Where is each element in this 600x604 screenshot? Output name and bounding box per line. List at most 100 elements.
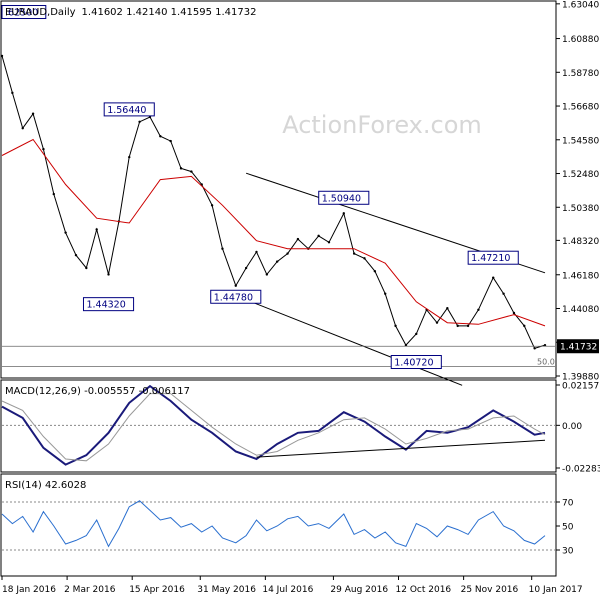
macd-tick-label: 0.021577 — [562, 382, 600, 392]
price-point — [11, 91, 14, 95]
moving-average-line — [1, 138, 546, 327]
x-tick-label: 10 Jan 2017 — [529, 585, 583, 595]
ohlc-text: 1.41602 1.42140 1.41595 1.41732 — [82, 7, 257, 18]
macd-title: MACD(12,26,9) -0.005557 -0.006117 — [5, 386, 190, 397]
price-annotation-box — [1, 5, 47, 20]
symbol-label: EURAUD,Daily 1.41602 1.42140 1.41595 1.41… — [5, 7, 257, 18]
price-point — [179, 167, 183, 170]
price-point — [317, 234, 320, 238]
price-point — [394, 324, 397, 328]
price-point — [296, 237, 300, 241]
price-point — [286, 252, 289, 255]
price-point — [352, 252, 356, 255]
macd-layer: 0.021577 0.00 -0.022833 — [1, 382, 600, 475]
price-point — [74, 253, 78, 257]
price-annotation-label: 1.50940 — [322, 193, 361, 204]
price-point — [342, 212, 345, 215]
x-tick-label: 29 Aug 2016 — [330, 585, 388, 595]
price-point — [0, 54, 4, 58]
price-tick-label: 1.50380 — [562, 204, 599, 214]
price-point — [64, 231, 67, 234]
macd-panel-frame — [0, 379, 557, 473]
x-axis: 18 Jan 2016 2 Mar 2016 15 Apr 2016 31 May 2… — [1, 576, 583, 595]
rsi-tick-label: 50 — [562, 523, 574, 533]
price-annotation-label: 1.40720 — [394, 358, 433, 369]
price-annotation-box — [467, 250, 519, 265]
x-tick-label: 14 Jul 2016 — [262, 585, 313, 595]
signal-line — [1, 393, 546, 462]
price-point — [404, 343, 408, 347]
price-tick-label: 1.44080 — [562, 305, 599, 315]
price-point — [492, 276, 495, 279]
price-annotation-box — [82, 297, 135, 312]
last-price-label: 1.41732 — [560, 343, 597, 353]
x-tick-label: 25 Nov 2016 — [461, 585, 519, 595]
rsi-line — [1, 500, 546, 548]
macd-line — [1, 384, 546, 466]
price-point — [275, 260, 279, 263]
price-tick-label: 1.56680 — [562, 103, 599, 113]
price-point — [210, 204, 214, 207]
price-point — [466, 324, 470, 328]
price-annotation-label: 1.44320 — [86, 300, 125, 311]
rsi-tick-label: 70 — [562, 499, 574, 509]
price-panel-frame — [0, 0, 557, 379]
price-annotation-label: 1.44780 — [214, 292, 253, 303]
price-point — [435, 321, 439, 324]
price-annotation-box — [390, 355, 442, 370]
watermark: ActionForex.com — [282, 111, 482, 139]
x-tick-label: 31 May 2016 — [197, 585, 256, 595]
price-point — [107, 273, 110, 276]
price-point — [512, 311, 516, 315]
price-point — [384, 292, 387, 295]
price-point — [159, 135, 162, 138]
price-point — [85, 266, 88, 270]
price-tick-label: 1.54580 — [562, 136, 599, 146]
price-tick-label: 1.52480 — [562, 170, 599, 180]
price-series-line — [1, 55, 546, 350]
price-point — [502, 292, 505, 295]
price-point — [327, 241, 331, 244]
price-point — [234, 284, 237, 287]
symbol-separator: , — [47, 7, 50, 18]
price-point — [415, 332, 418, 336]
price-point — [190, 170, 193, 173]
rsi-layer: 70 50 30 — [1, 499, 574, 557]
price-point — [42, 147, 45, 151]
price-point — [373, 270, 377, 273]
symbol-text: EURAUD — [5, 7, 47, 18]
price-point — [169, 139, 172, 143]
price-annotation-box — [318, 190, 370, 205]
price-tick-label: 1.60880 — [562, 35, 599, 45]
price-point — [363, 257, 366, 260]
price-point — [446, 306, 449, 310]
x-tick-label: 2 Mar 2016 — [64, 585, 116, 595]
x-tick-label: 15 Apr 2016 — [129, 585, 185, 595]
rsi-title: RSI(14) 42.6028 — [5, 480, 86, 491]
price-annotation-label: .62500 — [5, 8, 38, 19]
timeframe-text: Daily — [50, 7, 75, 18]
price-annotation-box — [103, 102, 155, 117]
price-point — [95, 228, 98, 231]
price-point — [128, 155, 131, 159]
price-point — [255, 250, 258, 254]
price-point — [244, 266, 248, 270]
price-layer: 1.63040 1.60880 1.58780 1.56680 1.54580 1.524… — [0, 0, 599, 386]
price-tick-label: 1.63040 — [562, 0, 599, 10]
price-annotation-box — [210, 289, 262, 304]
rsi-panel-frame — [0, 473, 557, 577]
price-point — [221, 247, 224, 250]
price-annotation-label: 1.56440 — [107, 105, 146, 116]
price-point — [265, 273, 269, 276]
macd-tick-label: -0.022833 — [562, 465, 600, 475]
price-annotation-label: 1.47210 — [471, 253, 510, 264]
price-point — [533, 347, 536, 350]
price-tick-label: 1.46180 — [562, 271, 599, 281]
price-tick-label: 1.58780 — [562, 69, 599, 79]
fib-level-label: 50.0 — [537, 358, 555, 367]
rsi-tick-label: 30 — [562, 547, 574, 557]
last-price-box — [557, 339, 599, 354]
price-tick-label: 1.39880 — [562, 373, 599, 383]
price-point — [138, 120, 141, 123]
